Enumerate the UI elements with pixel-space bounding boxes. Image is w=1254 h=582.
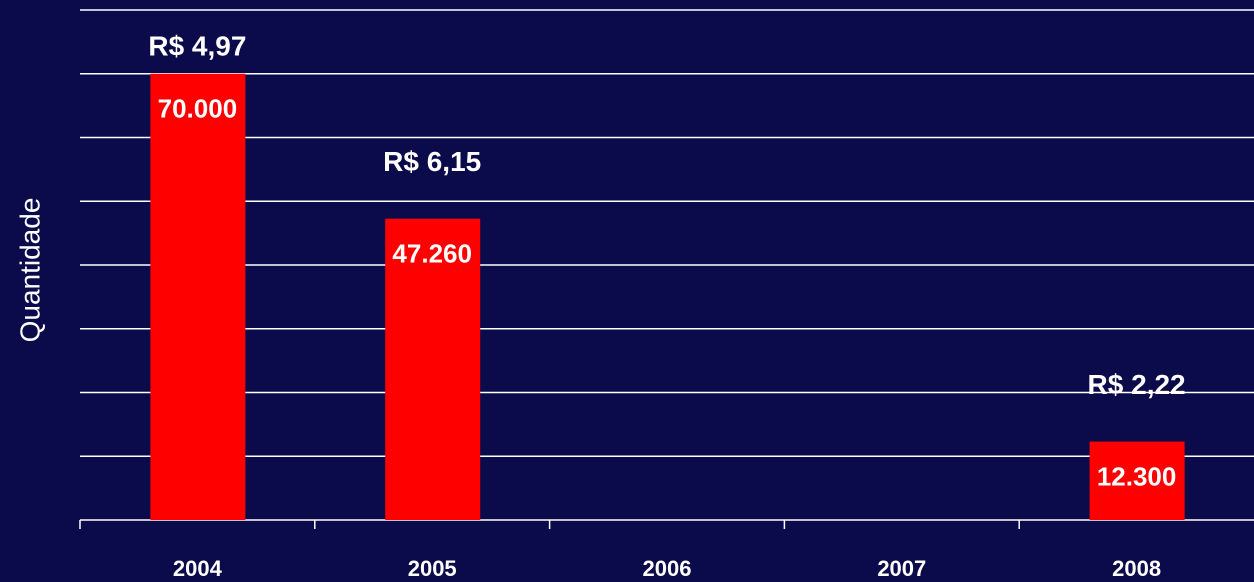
x-tick-label: 2007 xyxy=(877,556,926,581)
price-annotation: R$ 4,97 xyxy=(148,30,246,61)
x-tick-label: 2006 xyxy=(643,556,692,581)
y-axis-label: Quantidade xyxy=(14,198,45,343)
value-label: 70.000 xyxy=(158,94,238,124)
bar xyxy=(385,218,481,520)
value-label: 47.260 xyxy=(392,239,472,269)
x-tick-label: 2005 xyxy=(408,556,457,581)
price-annotation: R$ 2,22 xyxy=(1088,369,1186,400)
bar xyxy=(150,73,246,520)
x-tick-label: 2004 xyxy=(173,556,223,581)
value-label: 12.300 xyxy=(1097,461,1177,491)
bar xyxy=(1089,441,1185,520)
price-annotation: R$ 6,15 xyxy=(383,146,481,177)
x-tick-label: 2008 xyxy=(1112,556,1161,581)
